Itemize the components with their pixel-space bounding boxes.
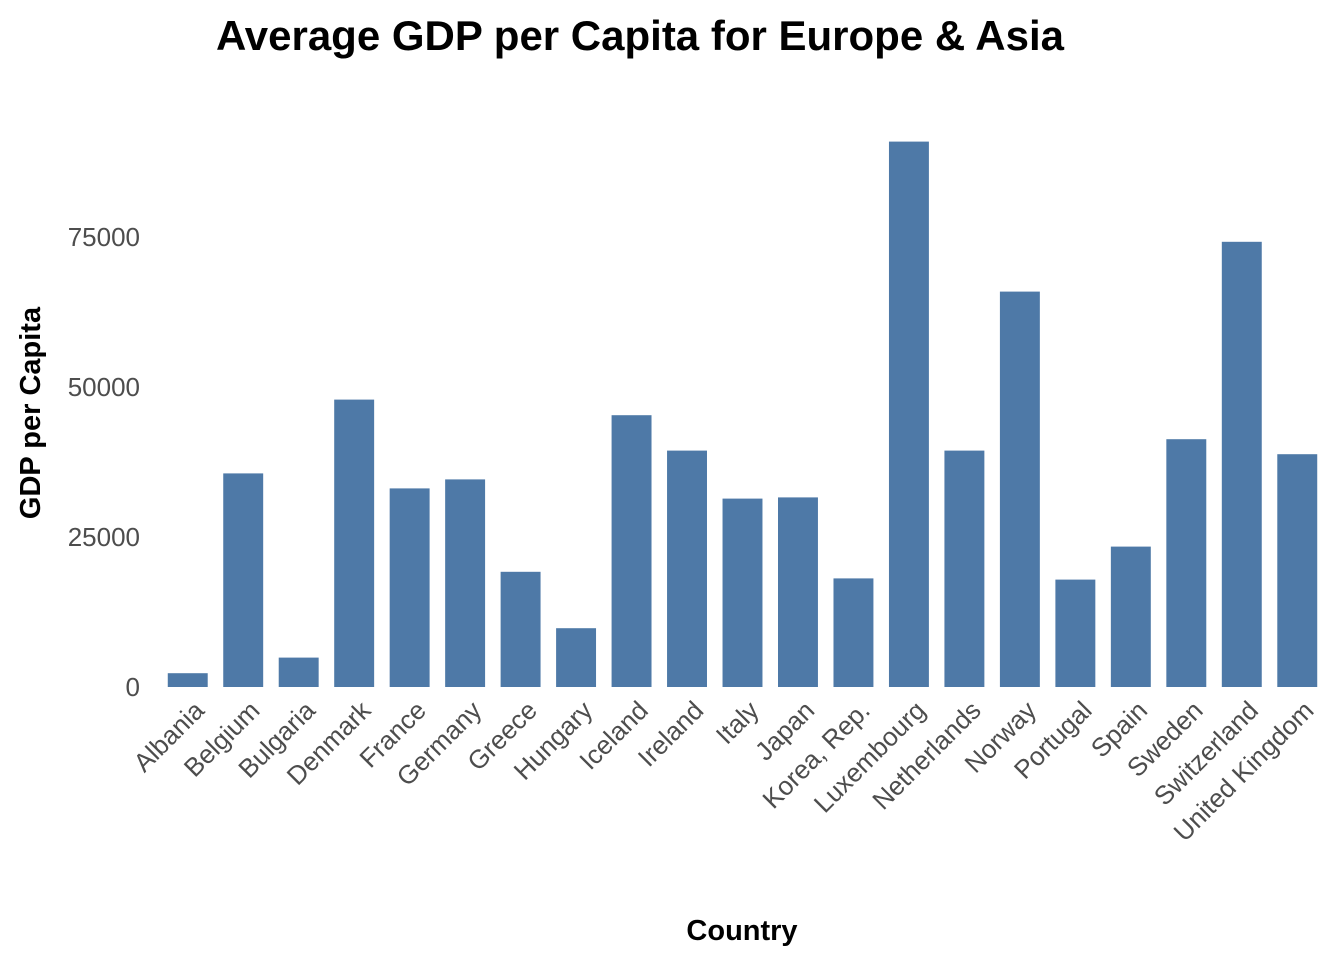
bar [1110, 546, 1151, 687]
bar [556, 628, 597, 687]
bar [278, 657, 319, 687]
bar [167, 673, 208, 687]
bar [445, 479, 486, 687]
y-tick-label: 0 [126, 672, 140, 702]
bar [667, 450, 707, 687]
y-tick-label: 75000 [68, 222, 140, 252]
bars [167, 141, 1318, 688]
bar [999, 291, 1040, 687]
bar [888, 141, 929, 688]
bar [1166, 439, 1207, 687]
bar [334, 399, 375, 687]
bar [223, 473, 264, 687]
bar [611, 415, 652, 687]
bar [833, 578, 874, 687]
bar [944, 450, 985, 687]
bar [1055, 579, 1096, 687]
y-axis-title: GDP per Capita [15, 306, 47, 519]
bar [722, 498, 763, 687]
bar [1277, 454, 1318, 687]
bar [500, 571, 541, 687]
bar [1221, 241, 1262, 688]
chart-title: Average GDP per Capita for Europe & Asia [216, 12, 1065, 59]
y-tick-label: 50000 [68, 372, 140, 402]
x-axis-labels: AlbaniaBelgiumBulgariaDenmarkFranceGerma… [127, 694, 1319, 847]
bar [778, 497, 818, 687]
y-tick-label: 25000 [68, 522, 140, 552]
y-axis-ticks: 0 25000 50000 75000 [68, 222, 140, 702]
bar [389, 488, 430, 687]
x-axis-title: Country [686, 915, 797, 947]
